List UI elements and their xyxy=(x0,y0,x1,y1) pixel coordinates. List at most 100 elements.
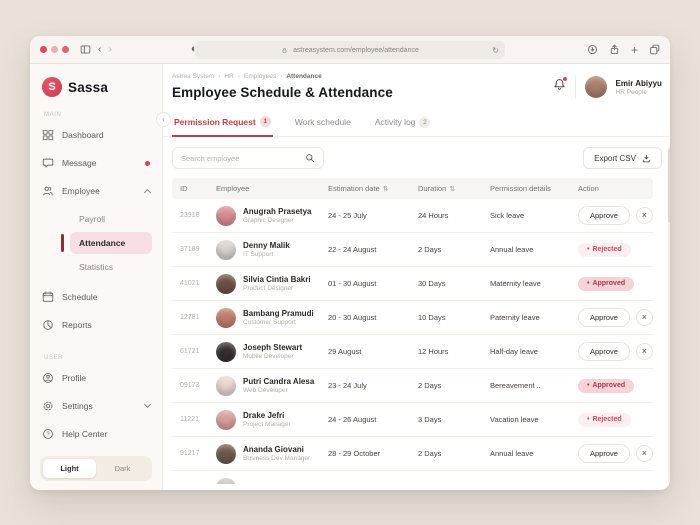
tab-label: Activity log xyxy=(374,117,416,127)
tab-overview-icon[interactable] xyxy=(649,44,660,55)
approve-button[interactable]: Approve xyxy=(578,308,630,327)
employee-submenu: Payroll Attendance Statistics xyxy=(30,205,162,283)
estimation-date: 23 - 24 July xyxy=(328,381,367,390)
breadcrumb-item[interactable]: HR xyxy=(224,73,234,80)
action-cell: • Rejected xyxy=(578,412,653,427)
sidebar-item-profile[interactable]: Profile xyxy=(30,364,162,392)
notifications-button[interactable] xyxy=(553,77,567,96)
sidebar-item-message[interactable]: Message xyxy=(30,149,162,177)
zoom-window-button[interactable] xyxy=(62,46,69,53)
breadcrumb-item[interactable]: Employees xyxy=(244,73,277,80)
shield-icon[interactable]: ◐ xyxy=(191,44,198,55)
reject-button[interactable]: × xyxy=(635,207,653,224)
column-header-employee[interactable]: Employee xyxy=(216,184,250,193)
user-info[interactable]: Emir Abiyyu HR People xyxy=(616,79,662,96)
breadcrumb-separator: › xyxy=(280,73,283,80)
status-badge: • Approved xyxy=(578,276,635,291)
sidebar-item-label: Message xyxy=(62,158,97,168)
sort-icon[interactable]: ⇅ xyxy=(382,185,389,193)
employee-name: Putri Candra Alesa xyxy=(243,376,315,386)
chevron-down-icon xyxy=(143,400,152,409)
scrollbar-track[interactable] xyxy=(667,146,670,484)
duration: 3 Days xyxy=(418,415,442,424)
sidebar-item-label: Reports xyxy=(62,320,92,330)
window-controls[interactable] xyxy=(40,46,69,53)
forward-icon[interactable]: › xyxy=(108,43,112,55)
search-input[interactable] xyxy=(181,153,299,163)
downloads-icon[interactable] xyxy=(587,44,598,55)
search-box[interactable] xyxy=(172,147,324,169)
profile-icon xyxy=(43,373,53,383)
sidebar-item-settings[interactable]: Settings xyxy=(30,392,162,420)
column-header-permission-details[interactable]: Permission details xyxy=(490,184,551,193)
share-icon[interactable] xyxy=(609,44,620,55)
column-header-id[interactable]: ID xyxy=(180,184,188,193)
estimation-date: 28 - 29 October xyxy=(328,449,381,458)
export-csv-label: Export CSV xyxy=(594,153,636,163)
avatar xyxy=(216,409,236,430)
theme-light-button[interactable]: Light xyxy=(43,459,96,478)
sidebar-item-attendance[interactable]: Attendance xyxy=(61,232,152,254)
tab-label: Permission Request xyxy=(174,116,256,127)
sidebar-section-main: MAIN xyxy=(44,112,62,118)
employee-name-block: Putri Candra Alesa Web Developer xyxy=(243,377,314,395)
row-id: 09173 xyxy=(180,382,200,389)
help-icon: ? xyxy=(43,429,53,439)
estimation-date: 01 - 30 August xyxy=(328,279,377,288)
employee-name-block: Anugrah Prasetya Graphic Designer xyxy=(243,207,311,225)
tab-work-schedule[interactable]: Work schedule xyxy=(293,111,353,136)
reports-icon xyxy=(43,320,53,330)
minimize-window-button[interactable] xyxy=(51,46,58,53)
close-window-button[interactable] xyxy=(40,46,47,53)
theme-dark-button[interactable]: Dark xyxy=(114,464,131,473)
breadcrumb-item[interactable]: Astrea System xyxy=(172,73,215,80)
reject-button[interactable]: × xyxy=(635,343,653,360)
sidebar-item-dashboard[interactable]: Dashboard xyxy=(30,121,162,149)
sidebar-item-schedule[interactable]: Schedule xyxy=(30,283,162,311)
user-avatar[interactable] xyxy=(584,76,607,98)
reject-button[interactable]: × xyxy=(635,309,653,326)
tab-permission-request[interactable]: Permission Request 1 xyxy=(172,111,273,137)
employee-role: Customer Support xyxy=(243,319,296,327)
approve-button[interactable]: Approve xyxy=(578,342,630,361)
sidebar-item-label: Profile xyxy=(62,373,87,383)
chevron-up-icon xyxy=(143,188,152,197)
browser-window: ‹ › ◐ astreasystem.com/employee/attendan… xyxy=(30,36,670,490)
sidebar-item-reports[interactable]: Reports xyxy=(30,311,162,339)
sidebar-collapse-button[interactable]: ‹ xyxy=(156,112,171,127)
message-icon xyxy=(42,158,54,168)
tab-activity-log[interactable]: Activity log 2 xyxy=(373,111,433,136)
sidebar-item-statistics[interactable]: Statistics xyxy=(79,262,114,272)
avatar xyxy=(216,341,236,362)
browser-sidebar-toggle-icon[interactable] xyxy=(80,44,91,55)
sort-icon[interactable]: ⇅ xyxy=(449,185,456,193)
status-dot: • xyxy=(587,416,590,423)
reload-icon[interactable]: ↻ xyxy=(492,45,499,55)
employee-cell: Putri Candra Alesa Web Developer xyxy=(216,375,328,396)
status-badge: • Rejected xyxy=(578,242,631,257)
export-csv-button[interactable]: Export CSV xyxy=(583,147,662,169)
status-label: Approved xyxy=(592,280,626,287)
column-header-duration[interactable]: Duration ⇅ xyxy=(418,184,456,193)
status-badge: • Approved xyxy=(578,378,635,393)
employee-role: Mobile Developer xyxy=(243,353,294,361)
reject-button[interactable]: × xyxy=(635,445,653,462)
table-row: 23918 Anugrah Prasetya Graphic Designer 24 … xyxy=(172,199,653,233)
column-header-estimation-date[interactable]: Estimation date ⇅ xyxy=(328,184,389,193)
tab-label: Work schedule xyxy=(294,117,351,127)
breadcrumb-item-current: Attendance xyxy=(286,73,322,80)
employee-cell: Silvia Cintia Bakri Product Designer xyxy=(216,273,328,294)
sidebar-item-help-center[interactable]: ? Help Center xyxy=(30,420,162,448)
approve-button[interactable]: Approve xyxy=(578,206,630,225)
approve-button[interactable]: Approve xyxy=(578,444,630,463)
schedule-icon xyxy=(42,291,54,302)
estimation-date: 24 - 26 August xyxy=(328,415,377,424)
scrollbar-thumb[interactable] xyxy=(667,149,670,223)
new-tab-icon[interactable]: + xyxy=(630,42,638,57)
breadcrumb: Astrea System › HR › Employees › Attenda… xyxy=(172,73,393,80)
sidebar-item-employee[interactable]: Employee xyxy=(30,177,162,205)
duration: 2 Days xyxy=(418,449,442,458)
sidebar-item-payroll[interactable]: Payroll xyxy=(79,214,105,224)
address-bar[interactable]: astreasystem.com/employee/attendance ↻ xyxy=(195,41,505,59)
back-icon[interactable]: ‹ xyxy=(98,43,102,55)
